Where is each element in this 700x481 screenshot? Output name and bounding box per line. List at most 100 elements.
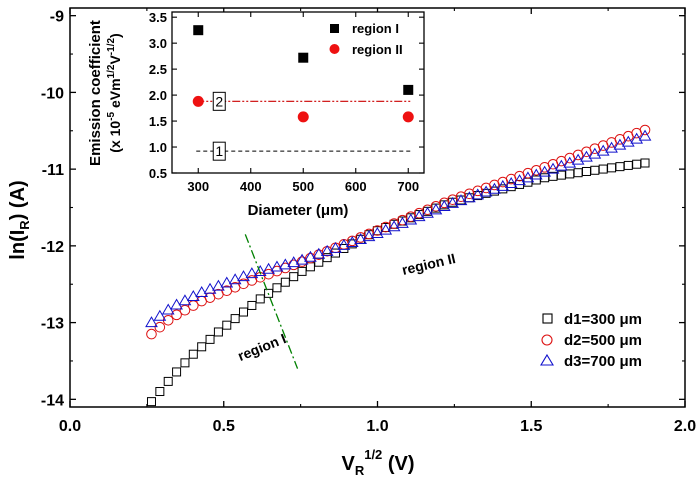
inset-reference-label-box-1 xyxy=(212,141,226,161)
inset-series-circle-group xyxy=(192,95,414,123)
legend-label-d2: d2=500 μm xyxy=(564,332,642,349)
data-point-triangle xyxy=(237,270,250,282)
data-point-triangle xyxy=(245,267,259,279)
legend-label-d3: d3=700 μm xyxy=(564,353,642,370)
data-point-square xyxy=(623,160,633,170)
inset-y-tick-label: 3.0 xyxy=(149,36,167,51)
inset-x-tick-label: 600 xyxy=(345,179,367,194)
legend-marker-circle xyxy=(541,334,553,346)
inset-legend: region I region II xyxy=(329,21,403,57)
data-point-triangle xyxy=(354,233,367,245)
data-point-square xyxy=(640,158,650,168)
inset-reference-label-box-2 xyxy=(212,91,226,111)
data-point-square xyxy=(565,169,575,179)
data-point-triangle xyxy=(588,147,602,159)
data-point-square xyxy=(172,367,182,377)
inset-y-tick-label: 2.0 xyxy=(149,88,167,103)
data-point-square xyxy=(590,165,600,175)
data-point-triangle xyxy=(471,188,485,200)
data-point-square xyxy=(255,294,265,304)
data-point-circle xyxy=(146,328,157,340)
inset-y-tick-label: 3.5 xyxy=(149,10,167,25)
data-point-triangle xyxy=(153,309,167,321)
inset-legend-marker-square xyxy=(330,24,339,33)
data-point-triangle xyxy=(412,210,426,222)
inset-x-tick-label: 500 xyxy=(292,179,314,194)
data-point-triangle xyxy=(295,253,309,265)
data-point-triangle xyxy=(337,238,351,250)
data-point-square xyxy=(289,272,299,282)
data-point-triangle xyxy=(304,250,317,262)
data-point-square xyxy=(632,159,642,169)
main-y-tick-label: -10 xyxy=(41,85,64,102)
data-point-triangle xyxy=(613,138,627,150)
data-point-triangle xyxy=(638,129,652,141)
data-point-triangle xyxy=(429,203,443,215)
inset-y-tick-label: 1.5 xyxy=(149,114,167,129)
data-point-triangle xyxy=(563,156,577,168)
inset-y-tick-label: 0.5 xyxy=(149,166,167,181)
x-axis-title-sup: 1/2 xyxy=(364,447,382,462)
main-axis-ticks: 0.0 0.5 1.0 1.5 2.0 -14 -13 -12 -11 -10 -9 xyxy=(41,8,696,435)
inset-ylabel-c: V xyxy=(107,55,123,65)
main-y-axis-title: ln(IR) (A) xyxy=(7,180,32,259)
data-point-triangle xyxy=(253,264,267,276)
data-point-triangle xyxy=(488,182,501,194)
data-point-triangle xyxy=(521,171,535,183)
data-point-square xyxy=(615,162,625,172)
data-point-square xyxy=(222,320,232,330)
main-y-tick-label: -9 xyxy=(50,9,64,26)
data-point-triangle xyxy=(212,279,225,291)
data-point-square xyxy=(264,288,274,298)
data-point-triangle xyxy=(287,256,301,268)
data-point-triangle xyxy=(203,282,217,294)
main-y-tick-label: -11 xyxy=(42,162,64,179)
x-axis-title-main: V xyxy=(341,453,355,475)
main-x-tick-label: 2.0 xyxy=(674,418,696,435)
x-axis-title-sub: R xyxy=(355,463,365,478)
main-x-tick-label: 1.0 xyxy=(366,418,388,435)
data-point-square xyxy=(205,334,215,344)
data-point-triangle xyxy=(270,260,284,272)
data-point-square xyxy=(607,163,617,173)
inset-data-point-circle xyxy=(402,111,414,123)
data-point-triangle xyxy=(362,230,376,242)
data-point-square xyxy=(247,300,257,310)
main-x-tick-label: 0.0 xyxy=(59,418,81,435)
data-point-triangle xyxy=(278,258,292,270)
data-point-triangle xyxy=(571,153,585,165)
y-axis-title-sub: R xyxy=(17,220,32,230)
main-y-tick-label: -13 xyxy=(41,316,64,333)
data-point-triangle xyxy=(370,226,384,238)
data-point-circle xyxy=(639,124,651,136)
main-x-tick-label: 1.5 xyxy=(520,418,542,435)
region-ii-annotation: region II xyxy=(400,250,457,278)
data-point-square xyxy=(188,349,198,359)
data-point-circle xyxy=(179,304,191,316)
inset-legend-label-region-ii: region II xyxy=(352,42,403,57)
data-point-triangle xyxy=(312,247,326,259)
data-point-triangle xyxy=(496,179,510,191)
data-point-triangle xyxy=(145,316,158,328)
inset-series xyxy=(192,25,414,123)
main-x-tick-label: 0.5 xyxy=(213,418,235,435)
data-point-square xyxy=(213,327,223,337)
data-point-square xyxy=(531,175,541,185)
inset-ylabel-d: ) xyxy=(107,33,123,38)
inset-x-tick-label: 300 xyxy=(187,179,209,194)
data-point-triangle xyxy=(437,199,451,211)
data-point-triangle xyxy=(320,244,334,256)
data-point-square xyxy=(146,397,156,407)
data-point-triangle xyxy=(446,196,459,208)
data-point-square xyxy=(163,376,173,386)
main-x-axis-title: VR1/2 (V) xyxy=(341,447,414,478)
inset-data-point-square xyxy=(403,84,414,95)
series-triangle-group xyxy=(145,129,652,328)
data-point-triangle xyxy=(630,132,644,144)
inset-y-axis-title-line2: (x 10-5 eVm1/2V-1/2) xyxy=(106,33,123,152)
data-point-triangle xyxy=(228,273,242,285)
inset-ylabel-a: (x 10 xyxy=(107,121,123,153)
data-point-square xyxy=(280,277,290,287)
inset-series-square-group xyxy=(193,25,414,95)
